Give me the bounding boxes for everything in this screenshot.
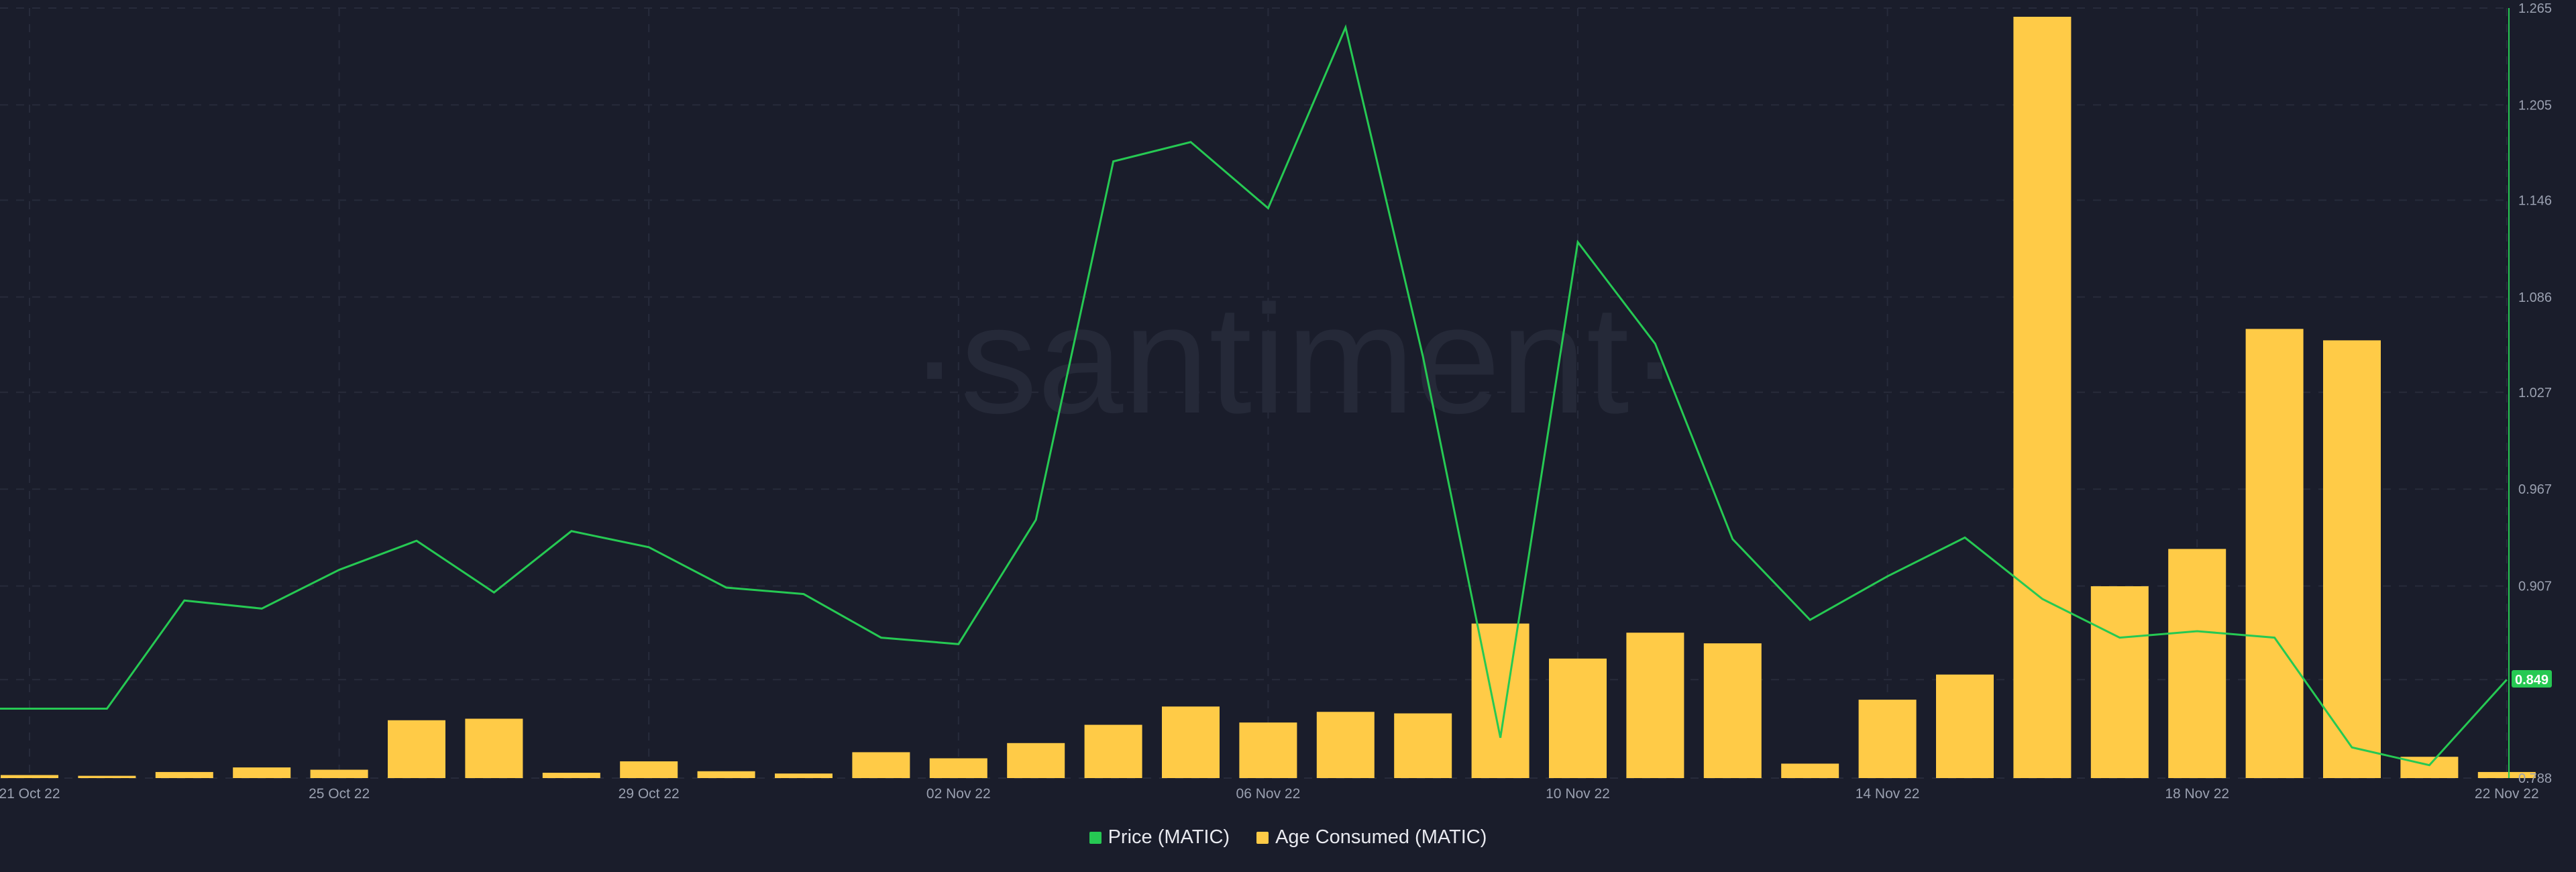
x-tick-label: 06 Nov 22 [1236,786,1301,802]
price-line-series [0,24,2508,767]
y-tick-label: 1.146 [2518,193,2552,208]
legend-label-age-consumed: Age Consumed (MATIC) [1275,826,1487,848]
age-consumed-bar[interactable] [310,769,368,778]
age-consumed-bar[interactable] [1162,706,1220,778]
y-tick-label: 1.027 [2518,386,2552,400]
legend-swatch-age-consumed [1256,831,1269,844]
age-consumed-bar[interactable] [78,775,136,778]
age-consumed-bar[interactable] [1626,633,1684,778]
legend-label-price: Price (MATIC) [1108,826,1230,848]
legend-swatch-price [1089,831,1102,844]
age-consumed-bar[interactable] [1316,712,1375,778]
age-consumed-bars [1,17,2536,779]
age-consumed-bar[interactable] [2013,17,2072,778]
age-consumed-bar[interactable] [697,771,755,778]
age-consumed-bar[interactable] [620,761,678,778]
y-tick-label: 1.086 [2518,290,2552,305]
age-consumed-bar[interactable] [465,718,523,778]
x-tick-label: 10 Nov 22 [1546,786,1610,802]
price-line[interactable] [0,24,2508,767]
age-consumed-bar[interactable] [542,773,600,778]
age-consumed-bar[interactable] [1394,713,1452,778]
x-tick-label: 18 Nov 22 [2165,786,2229,802]
age-consumed-bar[interactable] [1084,724,1142,778]
x-tick-label: 02 Nov 22 [926,786,991,802]
age-consumed-bar[interactable] [1007,743,1065,778]
y-tick-label: 1.265 [2518,1,2552,16]
age-consumed-bar[interactable] [2168,549,2226,778]
age-consumed-bar[interactable] [1,775,58,778]
legend-item-price[interactable]: Price (MATIC) [1089,826,1230,849]
age-consumed-bar[interactable] [1936,674,1994,778]
y-tick-label: 0.788 [2518,771,2552,786]
age-consumed-bar[interactable] [1239,722,1297,778]
x-axis-ticks: 21 Oct 22 25 Oct 22 29 Oct 22 02 Nov 22 06 N… [0,786,2539,802]
x-tick-label: 29 Oct 22 [619,786,680,802]
age-consumed-bar[interactable] [1781,763,1839,778]
age-consumed-bar[interactable] [852,752,910,778]
age-consumed-bar[interactable] [388,720,445,778]
age-consumed-bar[interactable] [1858,700,1917,778]
watermark: ·santiment· [909,273,1680,445]
age-consumed-bar[interactable] [929,758,987,778]
x-tick-label: 22 Nov 22 [2475,786,2539,802]
y-axis-ticks: 1.265 1.205 1.146 1.086 1.027 0.967 0.907 0.788 [2518,1,2552,786]
age-consumed-bar[interactable] [2477,771,2536,778]
current-price-label: 0.849 [2515,673,2548,688]
y-tick-label: 1.205 [2518,98,2552,113]
age-consumed-bar[interactable] [233,767,291,778]
legend: Price (MATIC) Age Consumed (MATIC) [0,826,2576,849]
age-consumed-bar[interactable] [1703,643,1762,778]
age-consumed-bar[interactable] [155,771,213,778]
age-consumed-bar[interactable] [2323,340,2381,778]
age-consumed-bar[interactable] [775,773,833,778]
current-price-tag: 0.849 [2512,670,2552,688]
x-tick-label: 14 Nov 22 [1856,786,1920,802]
x-tick-label: 25 Oct 22 [309,786,370,802]
y-tick-label: 0.907 [2518,580,2552,594]
y-tick-label: 0.967 [2518,482,2552,497]
x-tick-label: 21 Oct 22 [0,786,60,802]
age-consumed-bar[interactable] [2090,586,2149,778]
age-consumed-bar[interactable] [2245,329,2304,779]
legend-item-age-consumed[interactable]: Age Consumed (MATIC) [1256,826,1487,849]
age-consumed-bar[interactable] [1549,658,1607,778]
age-consumed-bar[interactable] [1471,623,1529,778]
